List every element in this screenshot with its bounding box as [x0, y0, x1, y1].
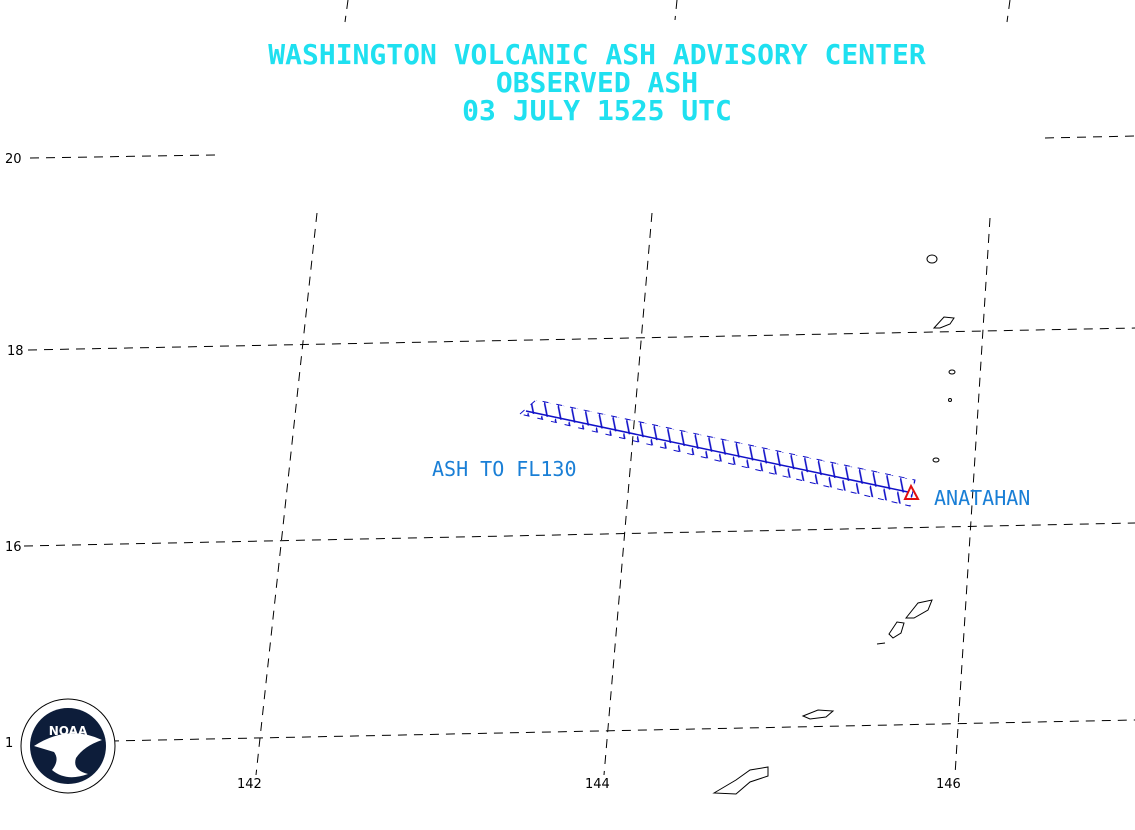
latitude-label: 1 — [5, 736, 13, 751]
volcano-label: ANATAHAN — [934, 486, 1030, 510]
longitude-label: 144 — [585, 777, 610, 792]
ash-label: ASH TO FL130 — [432, 457, 577, 481]
noaa-logo: NOAA — [20, 698, 116, 794]
volcano-marker — [903, 483, 920, 500]
ash-axis — [525, 410, 909, 493]
longitude-label: 146 — [936, 777, 961, 792]
coastline — [712, 254, 956, 795]
latitude-label: 18 — [7, 344, 24, 359]
latitude-label: 16 — [5, 540, 22, 555]
graticule — [23, 0, 1135, 776]
logo-text: NOAA — [49, 724, 88, 738]
latitude-label: 20 — [5, 152, 22, 167]
title-line: WASHINGTON VOLCANIC ASH ADVISORY CENTER — [268, 38, 926, 71]
title-line: OBSERVED ASH — [496, 66, 698, 99]
ash-area — [518, 399, 916, 507]
title-line: 03 JULY 1525 UTC — [462, 94, 732, 127]
longitude-label: 142 — [237, 777, 262, 792]
